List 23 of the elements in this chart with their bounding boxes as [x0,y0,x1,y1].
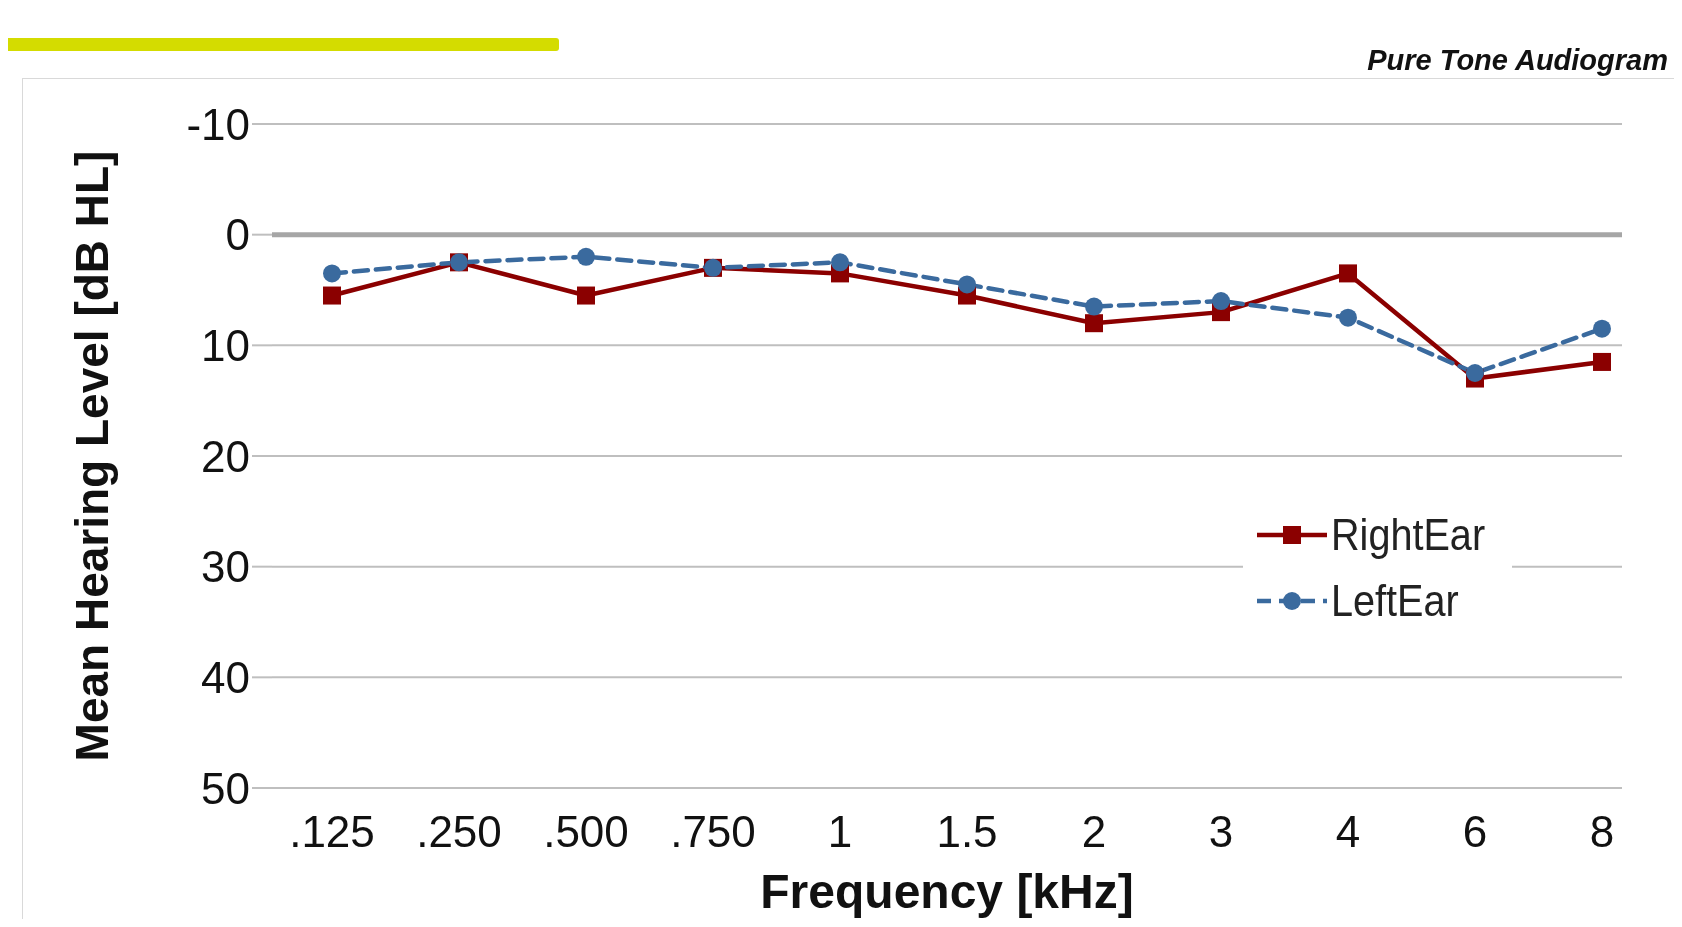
x-tick-label: .250 [416,807,502,857]
x-tick-label: .750 [670,807,756,857]
y-tick-label: 10 [201,320,250,370]
x-tick-label: .500 [543,807,629,857]
y-tick-label: -10 [186,99,250,149]
x-tick-label: 2 [1081,807,1107,857]
chart-title: Pure Tone Audiogram [1367,44,1668,77]
x-tick-label: 4 [1335,807,1361,857]
x-tick-label: 6 [1462,807,1488,857]
x-tick-label: 1 [827,807,853,857]
y-axis-title: Mean Hearing Level [dB HL] [66,150,119,762]
x-tick-label: 1.5 [936,807,998,857]
x-tick-label: 8 [1589,807,1615,857]
y-tick-label: 20 [201,431,250,481]
y-tick-label: 50 [201,763,250,813]
legend-label: LeftEar [1331,576,1459,626]
y-tick-label: 0 [225,210,250,260]
x-tick-label: 3 [1208,807,1234,857]
y-tick-label: 40 [201,652,250,702]
legend-label: RightEar [1331,510,1486,560]
y-tick-label: 30 [201,542,250,592]
x-axis-title: Frequency [kHz] [760,865,1134,918]
x-tick-label: .125 [289,807,375,857]
